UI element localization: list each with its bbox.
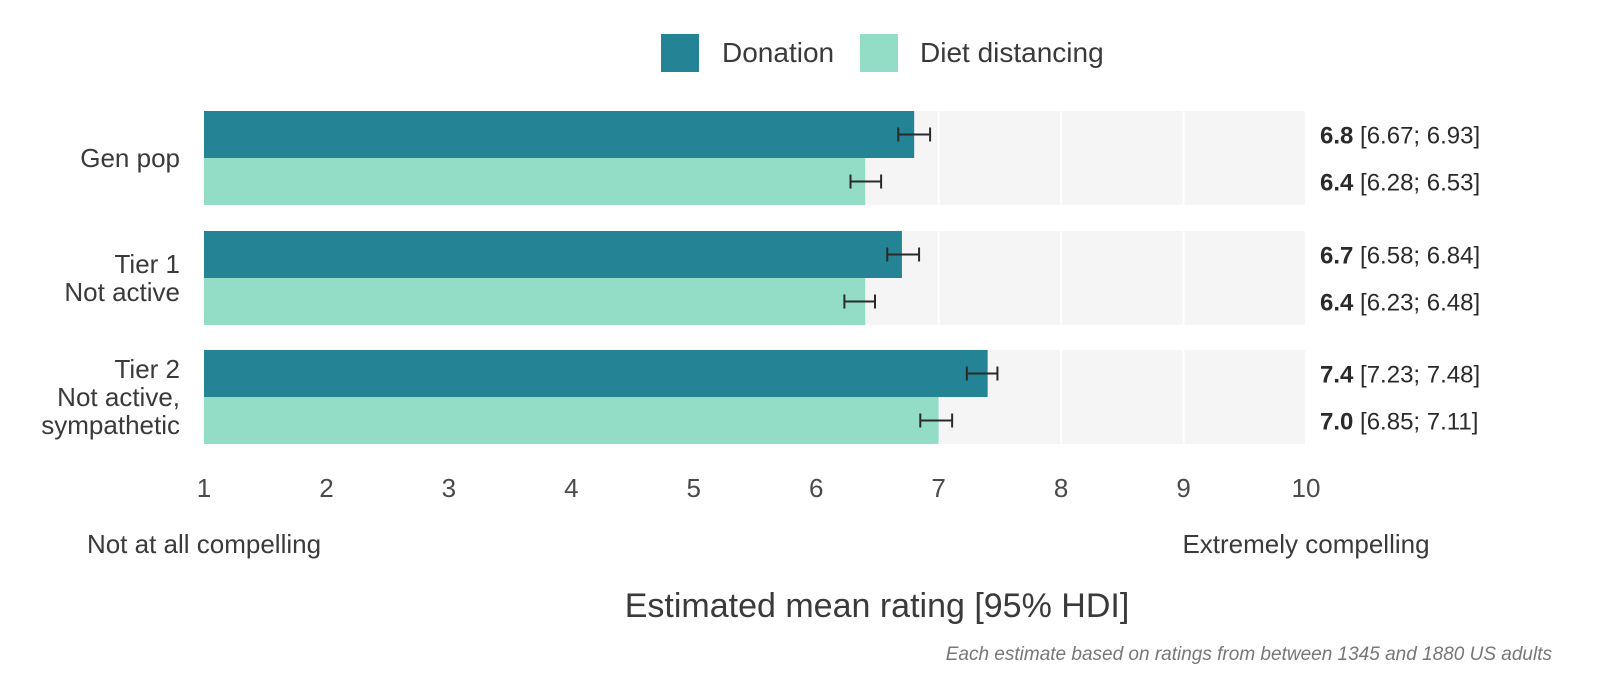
bars <box>204 111 988 444</box>
category-label-2-1: Not active, <box>57 382 180 412</box>
error-bars <box>843 127 999 428</box>
bar-diet-distancing-2 <box>204 397 939 444</box>
category-label-0-0: Gen pop <box>80 143 180 173</box>
bar-diet-distancing-0 <box>204 158 866 205</box>
category-label-2-0: Tier 2 <box>115 354 181 384</box>
category-label-2-2: sympathetic <box>41 410 180 440</box>
x-tick-3: 3 <box>442 473 456 503</box>
value-label-0-0: 6.8 [6.67; 6.93] <box>1320 123 1480 150</box>
bar-donation-1 <box>204 231 902 278</box>
x-tick-9: 9 <box>1176 473 1190 503</box>
legend-label-0: Donation <box>722 37 834 68</box>
value-label-1-0: 6.4 [6.28; 6.53] <box>1320 170 1480 197</box>
x-tick-2: 2 <box>319 473 333 503</box>
footnote: Each estimate based on ratings from betw… <box>946 644 1553 665</box>
x-tick-6: 6 <box>809 473 823 503</box>
legend-swatch-0 <box>661 34 699 72</box>
value-label-0-2: 7.4 [7.23; 7.48] <box>1320 362 1480 389</box>
scale-high-label: Extremely compelling <box>1182 529 1429 559</box>
category-label-1-1: Not active <box>64 277 180 307</box>
value-label-0-1: 6.7 [6.58; 6.84] <box>1320 243 1480 270</box>
bar-donation-2 <box>204 350 988 397</box>
x-tick-10: 10 <box>1292 473 1321 503</box>
x-tick-5: 5 <box>687 473 701 503</box>
category-label-1-0: Tier 1 <box>115 249 181 279</box>
legend: Donation Diet distancing <box>661 34 1104 72</box>
x-axis-label: Estimated mean rating [95% HDI] <box>625 587 1130 625</box>
value-labels: 6.8 [6.67; 6.93] 6.4 [6.28; 6.53] 6.7 [6.5… <box>1320 123 1480 436</box>
value-label-1-2: 7.0 [6.85; 7.11] <box>1320 409 1478 436</box>
x-tick-1: 1 <box>197 473 211 503</box>
bar-diet-distancing-1 <box>204 278 866 325</box>
scale-low-label: Not at all compelling <box>87 529 321 559</box>
bar-donation-0 <box>204 111 915 158</box>
x-tick-4: 4 <box>564 473 578 503</box>
x-tick-7: 7 <box>931 473 945 503</box>
value-label-1-1: 6.4 [6.23; 6.48] <box>1320 290 1480 317</box>
x-tick-labels: 1 2 3 4 5 6 7 8 9 10 <box>197 473 1321 503</box>
legend-label-1: Diet distancing <box>920 37 1104 68</box>
legend-swatch-1 <box>860 34 898 72</box>
x-tick-8: 8 <box>1054 473 1068 503</box>
